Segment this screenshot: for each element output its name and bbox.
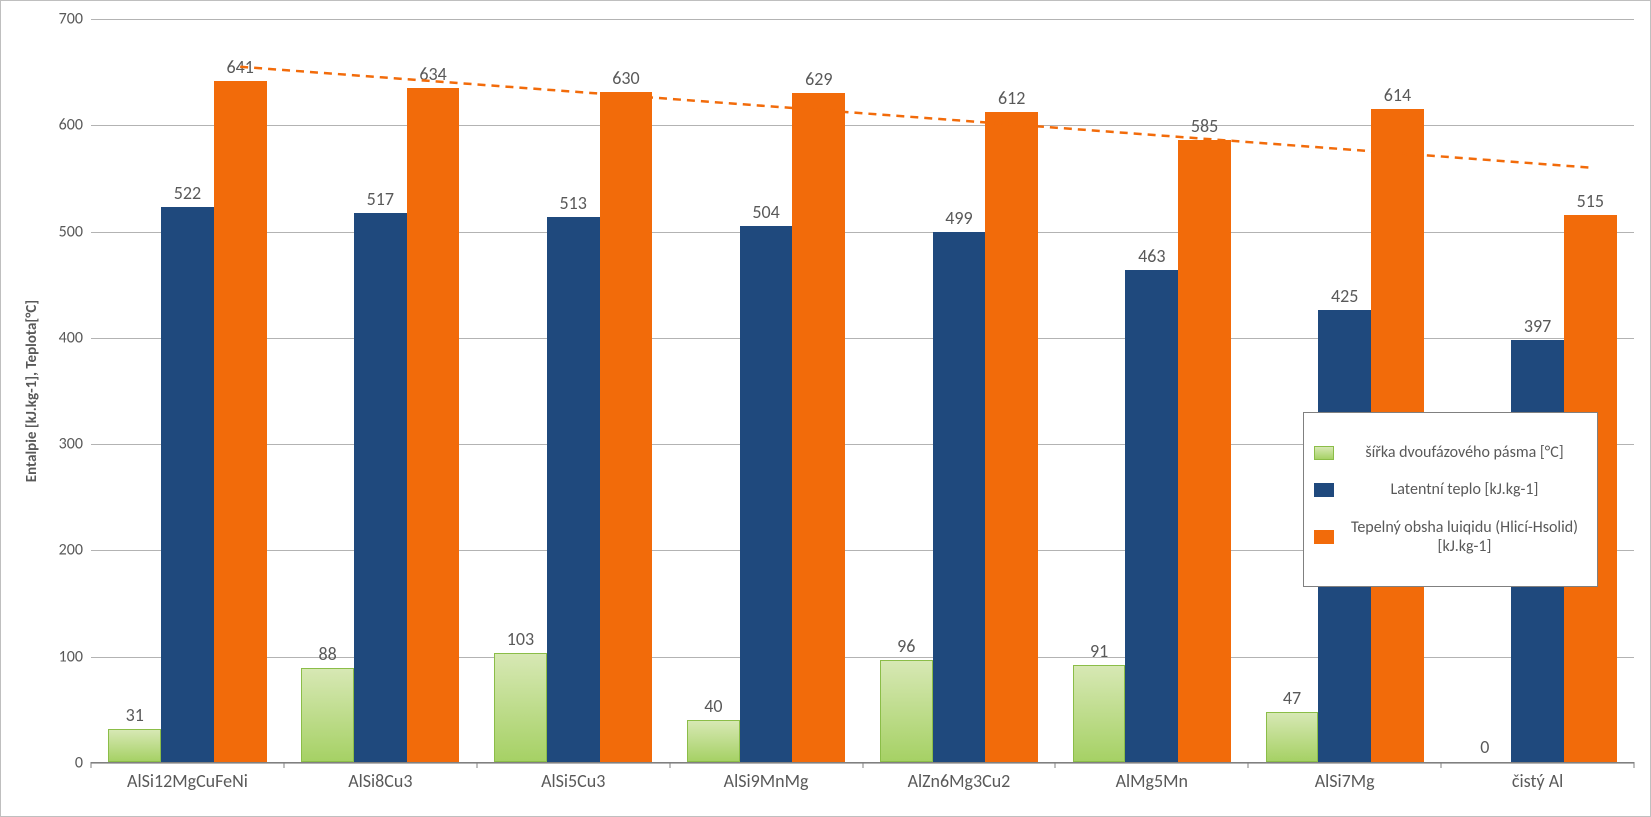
bar-label: 31 <box>126 704 144 730</box>
bar-label: 425 <box>1331 285 1358 311</box>
y-tick-label: 0 <box>75 754 91 773</box>
x-tick-mark <box>476 762 477 768</box>
bar-sirka: 88 <box>301 668 354 762</box>
bar-label: 641 <box>226 56 253 82</box>
legend-label: šířka dvoufázového pásma [°C] <box>1342 443 1587 462</box>
chart-container: Entalpie [kJ.kg-1], Teplota[°C] 0 100 200 3… <box>0 0 1651 817</box>
x-tick-mark <box>862 762 863 768</box>
x-tick-mark <box>1055 762 1056 768</box>
bar-latentni: 517 <box>354 213 407 762</box>
y-tick-label: 600 <box>59 116 91 135</box>
bar-label: 96 <box>897 635 915 661</box>
y-tick-label: 700 <box>59 10 91 29</box>
x-tick-mark <box>91 762 92 768</box>
y-tick-label: 100 <box>59 647 91 666</box>
bar-tepelny: 629 <box>792 93 845 762</box>
bar-label: 522 <box>174 182 201 208</box>
bar-label: 103 <box>507 628 534 654</box>
bar-sirka: 91 <box>1073 665 1126 762</box>
bar-label: 504 <box>752 201 779 227</box>
legend: šířka dvoufázového pásma [°C] Latentní te… <box>1303 412 1598 587</box>
legend-swatch <box>1314 530 1334 544</box>
x-tick-label: AlMg5Mn <box>1116 762 1188 792</box>
bar-label: 517 <box>367 188 394 214</box>
y-tick-label: 400 <box>59 328 91 347</box>
bar-label: 629 <box>805 68 832 94</box>
x-tick-label: AlZn6Mg3Cu2 <box>908 762 1011 792</box>
bar-sirka: 31 <box>108 729 161 762</box>
bar-label: 397 <box>1524 315 1551 341</box>
bar-sirka: 47 <box>1266 712 1319 762</box>
legend-label: Tepelný obsha luiqidu (Hlicí-Hsolid) [kJ… <box>1342 518 1587 556</box>
bar-label: 614 <box>1384 84 1411 110</box>
bar-latentni: 499 <box>933 232 986 762</box>
y-tick-label: 300 <box>59 435 91 454</box>
bar-label: 630 <box>612 67 639 93</box>
bar-latentni: 522 <box>161 207 214 762</box>
bar-tepelny: 612 <box>985 112 1038 762</box>
legend-label: Latentní teplo [kJ.kg-1] <box>1342 480 1587 499</box>
x-tick-mark <box>669 762 670 768</box>
bar-latentni: 504 <box>740 226 793 762</box>
gridline <box>91 19 1634 20</box>
y-axis-title: Entalpie [kJ.kg-1], Teplota[°C] <box>23 300 41 482</box>
legend-item-sirka: šířka dvoufázového pásma [°C] <box>1314 443 1587 462</box>
bar-label: 634 <box>419 63 446 89</box>
bar-latentni: 513 <box>547 217 600 762</box>
bar-tepelny: 585 <box>1178 140 1231 762</box>
x-tick-label: AlSi5Cu3 <box>541 762 605 792</box>
x-tick-label: AlSi12MgCuFeNi <box>127 762 248 792</box>
bar-label: 585 <box>1191 115 1218 141</box>
bar-label: 515 <box>1577 190 1604 216</box>
x-tick-mark <box>1248 762 1249 768</box>
bar-tepelny: 641 <box>214 81 267 762</box>
bar-sirka: 103 <box>494 653 547 762</box>
bar-sirka: 96 <box>880 660 933 762</box>
x-tick-mark <box>1634 762 1635 768</box>
bar-label: 91 <box>1090 640 1108 666</box>
bar-label: 499 <box>945 207 972 233</box>
legend-item-latentni: Latentní teplo [kJ.kg-1] <box>1314 480 1587 499</box>
bar-label: 40 <box>704 695 722 721</box>
y-tick-label: 500 <box>59 222 91 241</box>
legend-swatch <box>1314 446 1334 460</box>
bar-label: 513 <box>559 192 586 218</box>
x-tick-label: AlSi8Cu3 <box>348 762 412 792</box>
bar-label: 612 <box>998 87 1025 113</box>
bar-sirka: 40 <box>687 720 740 763</box>
plot-area: 0100200300400500600700AlSi12MgCuFeNiAlSi… <box>91 19 1634 763</box>
x-tick-label: AlSi9MnMg <box>724 762 809 792</box>
bar-tepelny: 634 <box>407 88 460 762</box>
x-tick-label: AlSi7Mg <box>1315 762 1375 792</box>
bar-label: 47 <box>1283 687 1301 713</box>
bar-tepelny: 630 <box>600 92 653 762</box>
y-tick-label: 200 <box>59 541 91 560</box>
bar-label: 0 <box>1480 736 1489 762</box>
bar-label: 88 <box>318 643 336 669</box>
legend-item-tepelny: Tepelný obsha luiqidu (Hlicí-Hsolid) [kJ… <box>1314 518 1587 556</box>
x-tick-mark <box>1441 762 1442 768</box>
x-tick-mark <box>283 762 284 768</box>
legend-swatch <box>1314 483 1334 497</box>
x-tick-label: čistý Al <box>1512 762 1563 792</box>
bar-label: 463 <box>1138 245 1165 271</box>
bar-latentni: 463 <box>1125 270 1178 762</box>
